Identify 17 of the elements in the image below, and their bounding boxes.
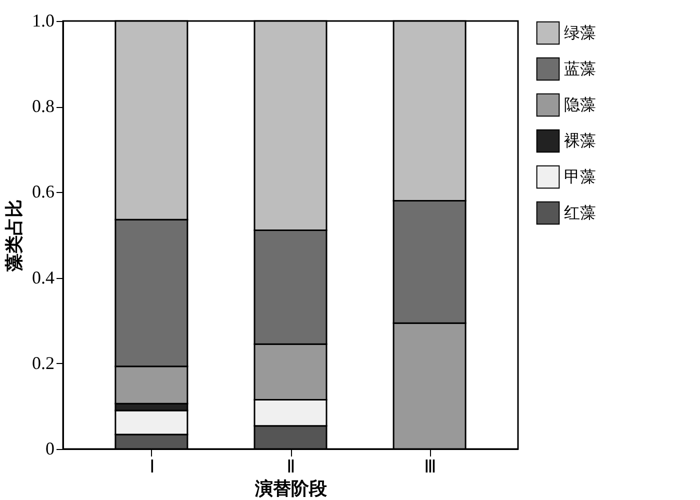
x-tick-label: Ⅲ bbox=[424, 456, 436, 476]
legend-label: 红藻 bbox=[564, 204, 596, 222]
legend-label: 绿藻 bbox=[564, 24, 596, 42]
x-tick-label: Ⅰ bbox=[149, 456, 154, 476]
y-tick-label: 0.8 bbox=[32, 96, 54, 116]
x-axis-title: 演替阶段 bbox=[254, 478, 328, 498]
y-axis-title: 藻类占比 bbox=[4, 200, 24, 272]
legend-label: 隐藻 bbox=[564, 96, 596, 114]
legend-label: 甲藻 bbox=[564, 168, 596, 186]
y-tick-label: 0 bbox=[46, 438, 54, 458]
legend-label: 蓝藻 bbox=[564, 60, 596, 78]
y-tick-label: 0.6 bbox=[32, 182, 54, 202]
y-tick-label: 1.0 bbox=[32, 10, 54, 30]
y-tick-label: 0.2 bbox=[32, 352, 54, 373]
y-tick-label: 0.4 bbox=[32, 267, 54, 288]
x-tick-label: Ⅱ bbox=[286, 456, 296, 476]
legend-label: 裸藻 bbox=[564, 132, 596, 150]
